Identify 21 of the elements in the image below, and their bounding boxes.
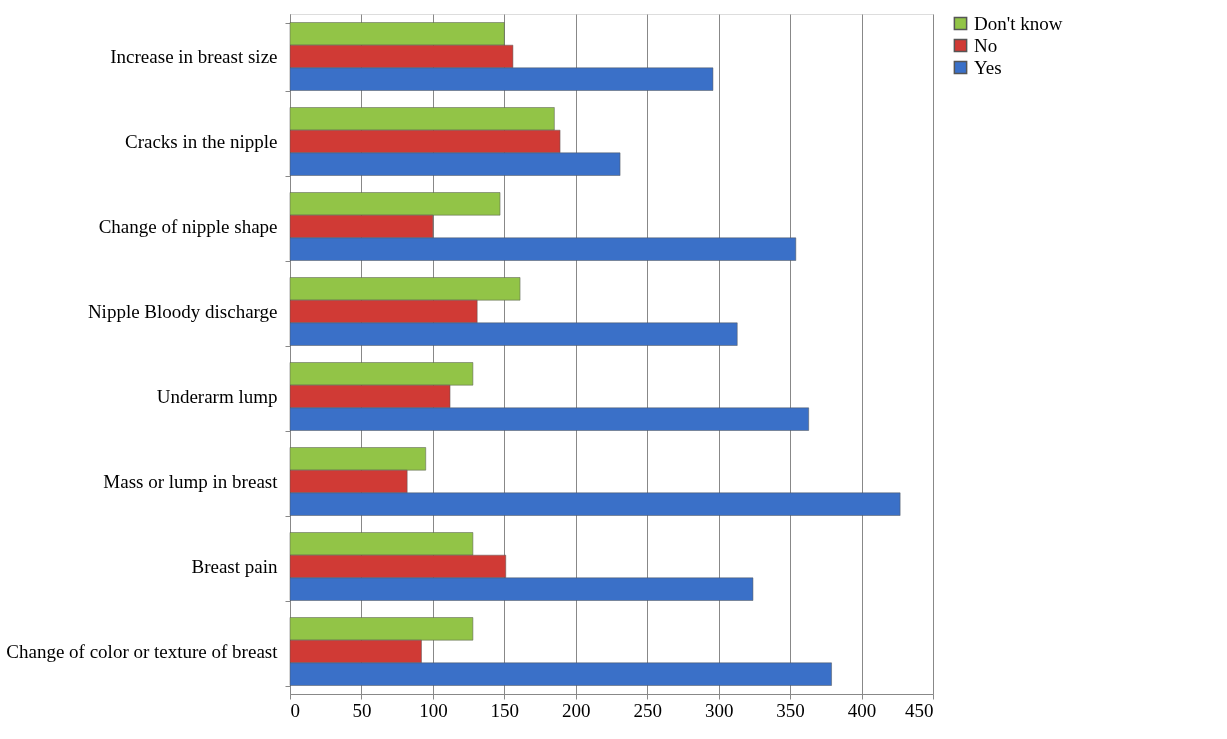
y-tick-label: Change of color or texture of breast [6, 641, 279, 662]
x-tick-label: 150 [490, 699, 520, 721]
x-tick-label: 400 [847, 699, 877, 721]
y-tick-label: Increase in breast size [110, 46, 278, 67]
x-tick-label: 0 [290, 699, 300, 721]
x-tick-label: 250 [633, 699, 662, 721]
x-tick-label: 350 [776, 699, 805, 721]
legend-label: Yes [974, 56, 1002, 78]
y-tick-label: Underarm lump [156, 386, 278, 407]
legend-label: Don't know [974, 12, 1063, 34]
x-tick-label: 100 [419, 699, 448, 721]
legend-label: No [974, 34, 998, 56]
x-tick-label: 50 [352, 699, 372, 721]
y-tick-label: Nipple Bloody discharge [87, 301, 278, 322]
y-tick-label: Change of nipple shape [98, 216, 278, 237]
x-tick-label: 450 [905, 699, 934, 721]
y-tick-label: Breast pain [191, 556, 278, 577]
x-tick-label: 200 [562, 699, 591, 721]
x-tick-label: 300 [704, 699, 734, 721]
y-tick-label: Mass or lump in breast [103, 471, 279, 492]
y-tick-label: Cracks in the nipple [125, 131, 278, 152]
